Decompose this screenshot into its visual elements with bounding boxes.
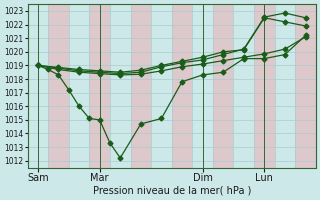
- Bar: [192, 4, 213, 168]
- Bar: [172, 4, 192, 168]
- X-axis label: Pression niveau de la mer( hPa ): Pression niveau de la mer( hPa ): [92, 186, 251, 196]
- Bar: [295, 4, 316, 168]
- Bar: [151, 4, 172, 168]
- Bar: [275, 4, 295, 168]
- Bar: [213, 4, 234, 168]
- Bar: [28, 4, 48, 168]
- Bar: [234, 4, 254, 168]
- Bar: [69, 4, 89, 168]
- Bar: [254, 4, 275, 168]
- Bar: [110, 4, 131, 168]
- Bar: [48, 4, 69, 168]
- Bar: [89, 4, 110, 168]
- Bar: [131, 4, 151, 168]
